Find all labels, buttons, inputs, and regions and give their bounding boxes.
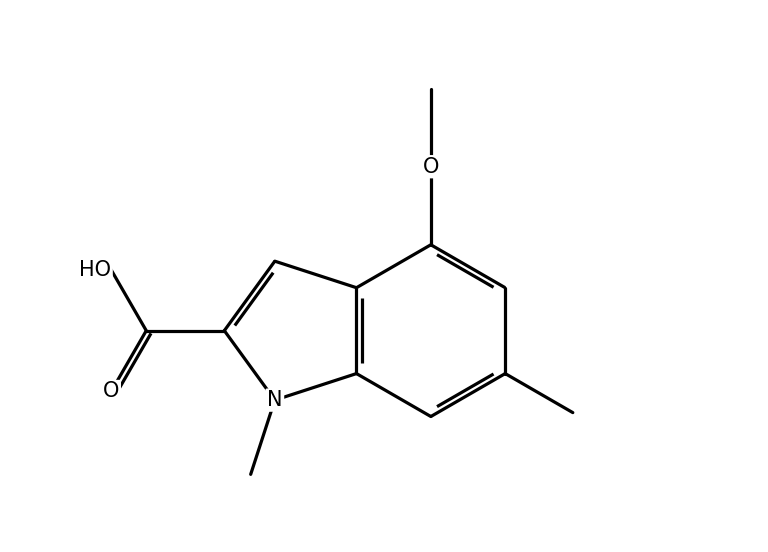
Text: N: N: [267, 390, 283, 410]
Text: O: O: [422, 157, 439, 177]
Text: HO: HO: [79, 260, 111, 280]
Text: O: O: [103, 381, 119, 401]
